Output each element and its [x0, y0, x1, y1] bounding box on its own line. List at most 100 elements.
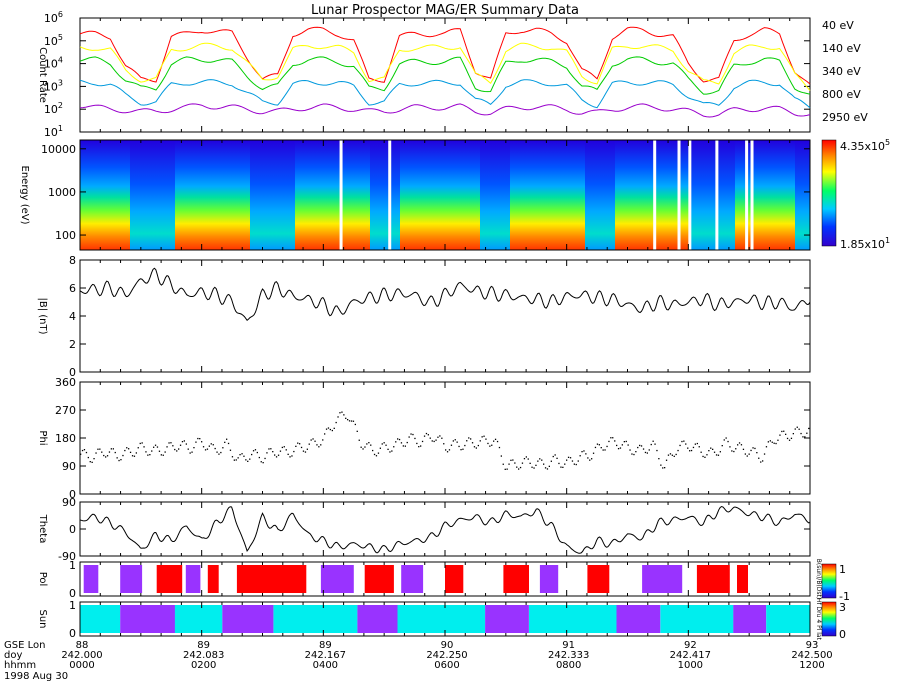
- phi-point: [654, 443, 656, 445]
- spectrogram-column: [80, 140, 86, 250]
- phi-point: [564, 463, 566, 465]
- spectrogram-column: [630, 140, 636, 250]
- spectrogram-column: [795, 140, 801, 250]
- count-rate-series-line: [79, 56, 811, 95]
- sun-state-block: [120, 605, 175, 633]
- phi-point: [671, 454, 673, 456]
- spectrogram-column: [265, 140, 271, 250]
- spectrogram-column: [490, 140, 496, 250]
- phi-point: [481, 436, 483, 438]
- phi-point: [191, 451, 193, 453]
- spectrogram-column: [115, 140, 121, 250]
- spectrogram-column: [240, 140, 246, 250]
- sun-y-label: Sun: [37, 609, 48, 628]
- phi-point: [443, 443, 445, 445]
- phi-point: [331, 429, 333, 432]
- spectrogram-column: [735, 140, 741, 250]
- pol-state-block: [642, 565, 683, 593]
- phi-point: [637, 446, 639, 449]
- b-magnitude-frame: [79, 259, 811, 373]
- spectrogram-column: [225, 140, 231, 250]
- phi-point: [510, 459, 512, 461]
- phi-point: [725, 437, 727, 439]
- phi-point: [677, 449, 679, 452]
- phi-point: [562, 466, 564, 468]
- x-tick-lon: 90: [441, 640, 454, 651]
- x-axis-row-label: hhmm: [4, 660, 36, 671]
- phi-point: [387, 448, 389, 450]
- phi-point: [518, 468, 520, 470]
- phi-point: [445, 449, 447, 451]
- phi-point: [792, 433, 794, 435]
- spectrogram-column: [190, 140, 196, 250]
- spectrogram-column: [170, 140, 176, 250]
- x-tick-doy: 242.167: [305, 650, 346, 661]
- phi-point: [329, 428, 331, 431]
- phi-point: [458, 445, 460, 448]
- spectrogram-column: [525, 140, 531, 250]
- spectrogram-column: [730, 140, 736, 250]
- phi-point: [543, 463, 545, 465]
- count-rate-y-tick-label: 103: [44, 78, 63, 93]
- phi-point: [85, 451, 88, 454]
- spectrogram-data-gap: [388, 140, 392, 250]
- phi-point: [681, 440, 683, 443]
- phi-point: [412, 433, 414, 436]
- phi-point: [170, 442, 172, 444]
- spectrogram-column: [430, 140, 436, 250]
- x-tick-hhmm: 1000: [678, 660, 703, 671]
- legend-entry: 140 eV: [822, 42, 861, 55]
- phi-point: [366, 443, 368, 445]
- spectrogram-column: [605, 140, 611, 250]
- count-rate-y-label: Count Rate: [37, 47, 48, 103]
- sun-y-tick-label: 0: [69, 627, 76, 640]
- x-tick-doy: 242.417: [670, 650, 711, 661]
- spectrogram-column: [440, 140, 446, 250]
- phi-point: [185, 443, 187, 445]
- phi-y-tick-label: 90: [62, 460, 76, 473]
- phi-point: [105, 456, 107, 458]
- spectrogram-column: [420, 140, 426, 250]
- sun-state-block: [766, 605, 810, 633]
- spectrogram-column: [575, 140, 581, 250]
- phi-point: [796, 426, 798, 428]
- phi-point: [389, 451, 391, 453]
- spectrogram-column: [325, 140, 331, 250]
- spectrogram-column: [370, 140, 376, 250]
- phi-point: [462, 448, 464, 450]
- phi-point: [738, 442, 741, 444]
- spectrogram-column: [410, 140, 416, 250]
- phi-point: [316, 444, 318, 446]
- sun-state-block: [222, 605, 274, 633]
- phi-point: [370, 444, 372, 446]
- phi-point: [324, 433, 326, 435]
- phi-point: [158, 450, 161, 452]
- phi-point: [179, 444, 182, 446]
- phi-point: [685, 443, 687, 445]
- pol-state-block: [364, 565, 394, 593]
- spectrogram-column: [390, 140, 396, 250]
- phi-point: [808, 427, 810, 430]
- phi-point: [596, 443, 599, 445]
- phi-point: [690, 449, 693, 452]
- phi-point: [233, 459, 235, 461]
- spectrogram-column: [245, 140, 251, 250]
- phi-point: [750, 449, 752, 452]
- phi-point: [81, 449, 84, 452]
- phi-point: [383, 442, 385, 444]
- phi-point: [771, 441, 773, 443]
- phi-point: [139, 442, 141, 445]
- phi-point: [560, 466, 562, 468]
- phi-point: [498, 446, 501, 449]
- phi-point: [235, 459, 237, 461]
- phi-point: [275, 456, 278, 458]
- y-tick-base: 10: [44, 35, 58, 48]
- phi-point: [226, 438, 228, 440]
- phi-point: [519, 466, 522, 469]
- phi-point: [231, 456, 234, 458]
- phi-point: [128, 448, 130, 450]
- theta-frame: [79, 501, 811, 557]
- y-tick-exponent: 2: [58, 101, 63, 110]
- spectrogram-column: [530, 140, 536, 250]
- phi-point: [348, 420, 351, 422]
